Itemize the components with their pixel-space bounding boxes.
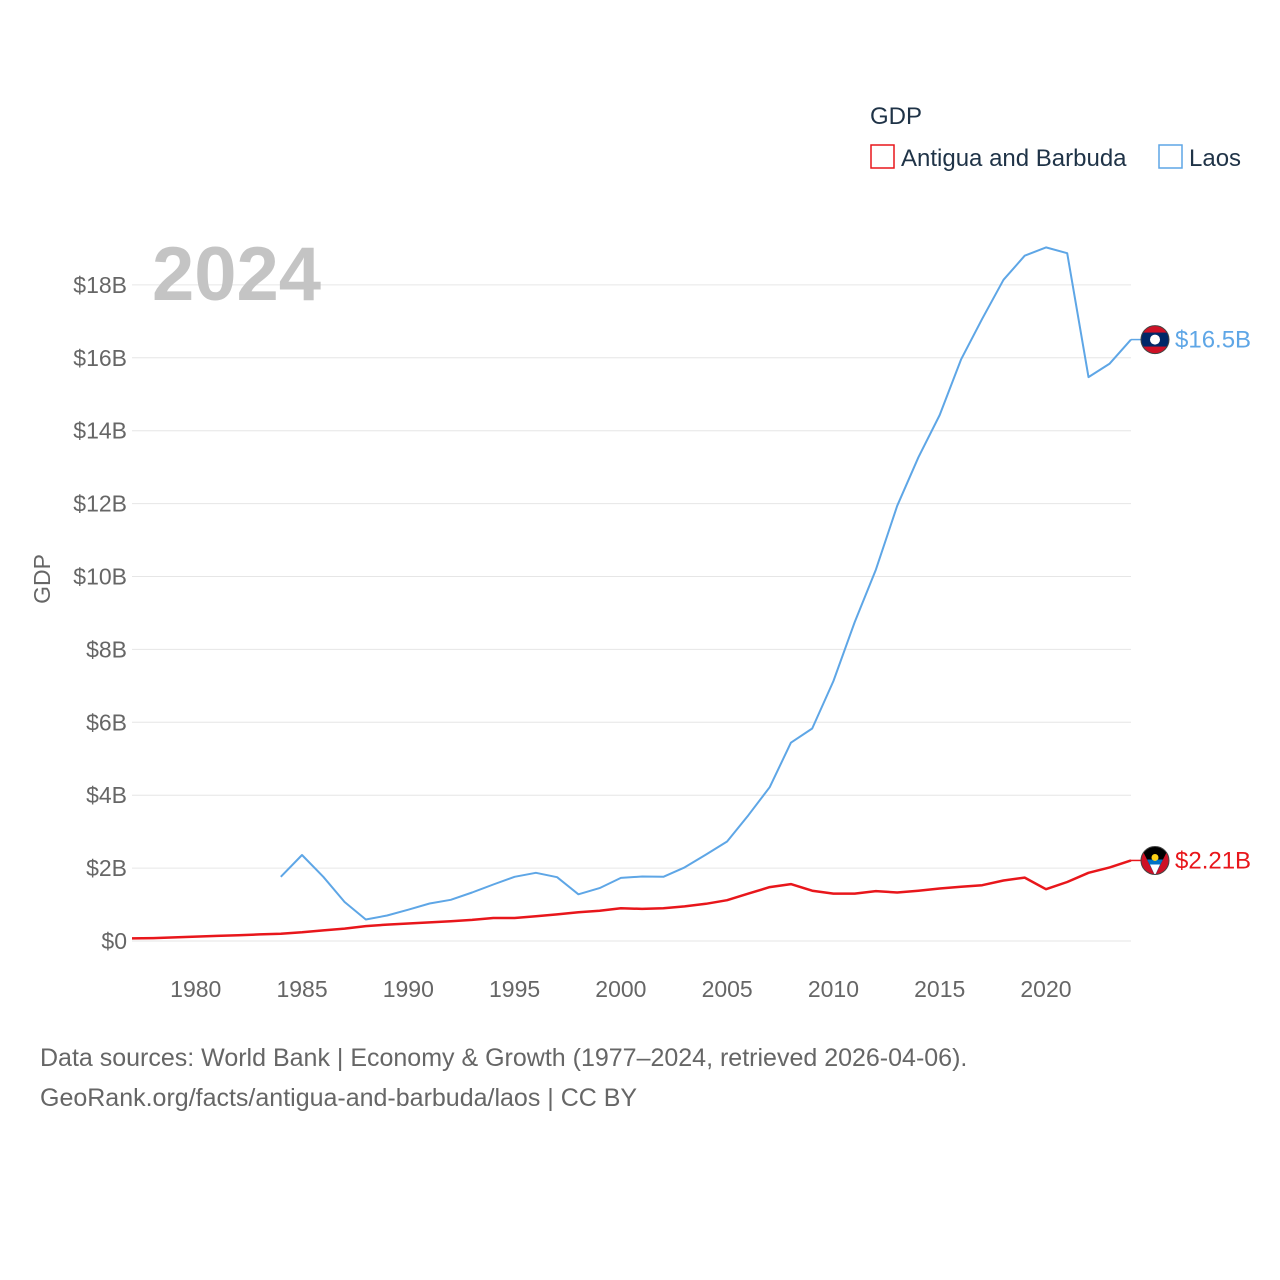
end-value-label-antigua: $2.21B (1175, 847, 1251, 874)
legend-swatch-laos[interactable] (1158, 144, 1183, 169)
x-tick-label: 2000 (595, 976, 646, 1002)
footer-link[interactable]: GeoRank.org/facts/antigua-and-barbuda/la… (40, 1084, 638, 1112)
x-tick-label: 2015 (914, 976, 965, 1002)
y-tick-label: $18B (73, 272, 127, 298)
y-tick-label: $14B (73, 418, 127, 444)
x-tick-label: 1995 (489, 976, 540, 1002)
footer-sources: Data sources: World Bank | Economy & Gro… (40, 1044, 968, 1072)
laos-flag-icon (1140, 325, 1170, 355)
legend-label-laos[interactable]: Laos (1189, 145, 1241, 172)
x-tick-label: 1990 (383, 976, 434, 1002)
y-tick-label: $6B (86, 709, 127, 735)
y-tick-labels: $0 $2B $4B $6B $8B $10B $12B $14B $16B $18B (73, 272, 127, 954)
end-labels: $2.21B $16.5B (1131, 325, 1251, 875)
y-tick-label: $4B (86, 782, 127, 808)
x-tick-label: 1980 (170, 976, 221, 1002)
y-tick-label: $12B (73, 491, 127, 517)
antigua-flag-icon (1140, 845, 1170, 875)
legend: GDP Antigua and Barbuda Laos (870, 103, 1241, 172)
year-watermark: 2024 (152, 232, 321, 317)
series-lines (131, 246, 1132, 940)
y-tick-label: $2B (86, 855, 127, 881)
x-tick-label: 2020 (1020, 976, 1071, 1002)
y-tick-label: $0 (101, 928, 127, 954)
grid-lines (132, 284, 1131, 942)
y-axis-title: GDP (29, 554, 55, 604)
x-tick-labels: 1980 1985 1990 1995 2000 2005 2010 2015 2020 (170, 976, 1071, 1002)
end-value-label-laos: $16.5B (1175, 327, 1251, 354)
y-tick-label: $10B (73, 564, 127, 590)
legend-swatch-antigua[interactable] (870, 144, 895, 169)
x-tick-label: 1985 (276, 976, 327, 1002)
y-tick-label: $16B (73, 345, 127, 371)
legend-label-antigua[interactable]: Antigua and Barbuda (901, 145, 1127, 172)
y-tick-label: $8B (86, 636, 127, 662)
x-tick-label: 2005 (702, 976, 753, 1002)
series-line-antigua[interactable] (131, 859, 1132, 940)
legend-title: GDP (870, 103, 922, 130)
series-line-laos[interactable] (280, 246, 1132, 921)
x-tick-label: 2010 (808, 976, 859, 1002)
